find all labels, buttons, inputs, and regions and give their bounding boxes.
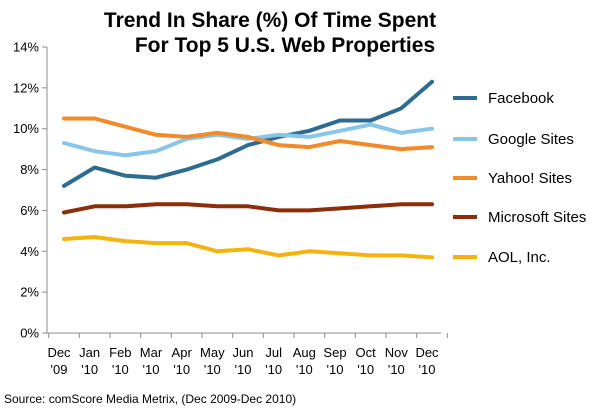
x-tick-label-year: '10: [357, 362, 374, 377]
x-tick-label-year: '10: [388, 362, 405, 377]
x-axis-ticks: Dec '09 Jan '10 Feb '10 Mar '10 Apr '10 May '10 Jun '…: [47, 333, 448, 377]
x-tick-label-month: Apr: [172, 345, 193, 360]
x-tick-label-year: '10: [235, 362, 252, 377]
y-tick-label: 0%: [20, 326, 39, 341]
legend-label-facebook: Facebook: [488, 90, 554, 107]
x-tick-label-month: Feb: [109, 345, 131, 360]
y-tick-label: 14%: [13, 40, 39, 55]
y-axis-ticks: 0% 2% 4% 6% 8% 10% 12% 14%: [13, 40, 47, 341]
x-tick-label-month: Mar: [140, 345, 163, 360]
x-tick-label-month: Jul: [265, 345, 282, 360]
legend: Facebook Google Sites Yahoo! Sites Microsof…: [453, 90, 586, 266]
series-line-google-sites: [62, 122, 434, 158]
chart-title-line-2: For Top 5 U.S. Web Properties: [135, 34, 435, 57]
series-line-facebook: [62, 79, 434, 188]
series-line-aol-inc: [62, 235, 434, 260]
x-tick-label-year: '10: [296, 362, 313, 377]
series-lines: [62, 79, 434, 260]
x-tick-label-year: '10: [112, 362, 129, 377]
y-tick-label: 2%: [20, 285, 39, 300]
chart-title-line-1: Trend In Share (%) Of Time Spent: [104, 9, 436, 32]
x-tick-label-year: '10: [419, 362, 436, 377]
y-tick-label: 6%: [20, 203, 39, 218]
x-tick-label-month: Jan: [79, 345, 100, 360]
axes: [46, 47, 441, 334]
y-tick-label: 12%: [13, 80, 39, 95]
x-tick-label-year: '10: [265, 362, 282, 377]
legend-label-yahoo-sites: Yahoo! Sites: [488, 170, 572, 187]
x-tick-label-month: Dec: [47, 345, 71, 360]
x-tick-label-year: '09: [51, 362, 68, 377]
x-tick-label-month: Sep: [323, 345, 346, 360]
series-line-microsoft-sites: [62, 202, 434, 215]
x-tick-label-month: May: [200, 345, 225, 360]
x-tick-label-year: '10: [327, 362, 344, 377]
y-tick-label: 8%: [20, 162, 39, 177]
source-note: Source: comScore Media Metrix, (Dec 2009…: [4, 392, 296, 406]
y-tick-label: 4%: [20, 244, 39, 259]
x-tick-label-year: '10: [173, 362, 190, 377]
y-tick-label: 10%: [13, 121, 39, 136]
x-tick-label-month: Oct: [356, 345, 377, 360]
legend-label-aol-inc: AOL, Inc.: [488, 249, 551, 266]
x-tick-label-year: '10: [204, 362, 221, 377]
x-tick-label-month: Nov: [385, 345, 409, 360]
x-tick-label-month: Dec: [415, 345, 439, 360]
legend-label-microsoft-sites: Microsoft Sites: [488, 209, 586, 226]
series-line-yahoo-sites: [62, 116, 434, 152]
x-tick-label-year: '10: [143, 362, 160, 377]
legend-label-google-sites: Google Sites: [488, 131, 574, 148]
x-tick-label-month: Jun: [233, 345, 254, 360]
x-tick-label-month: Aug: [293, 345, 316, 360]
x-tick-label-year: '10: [81, 362, 98, 377]
